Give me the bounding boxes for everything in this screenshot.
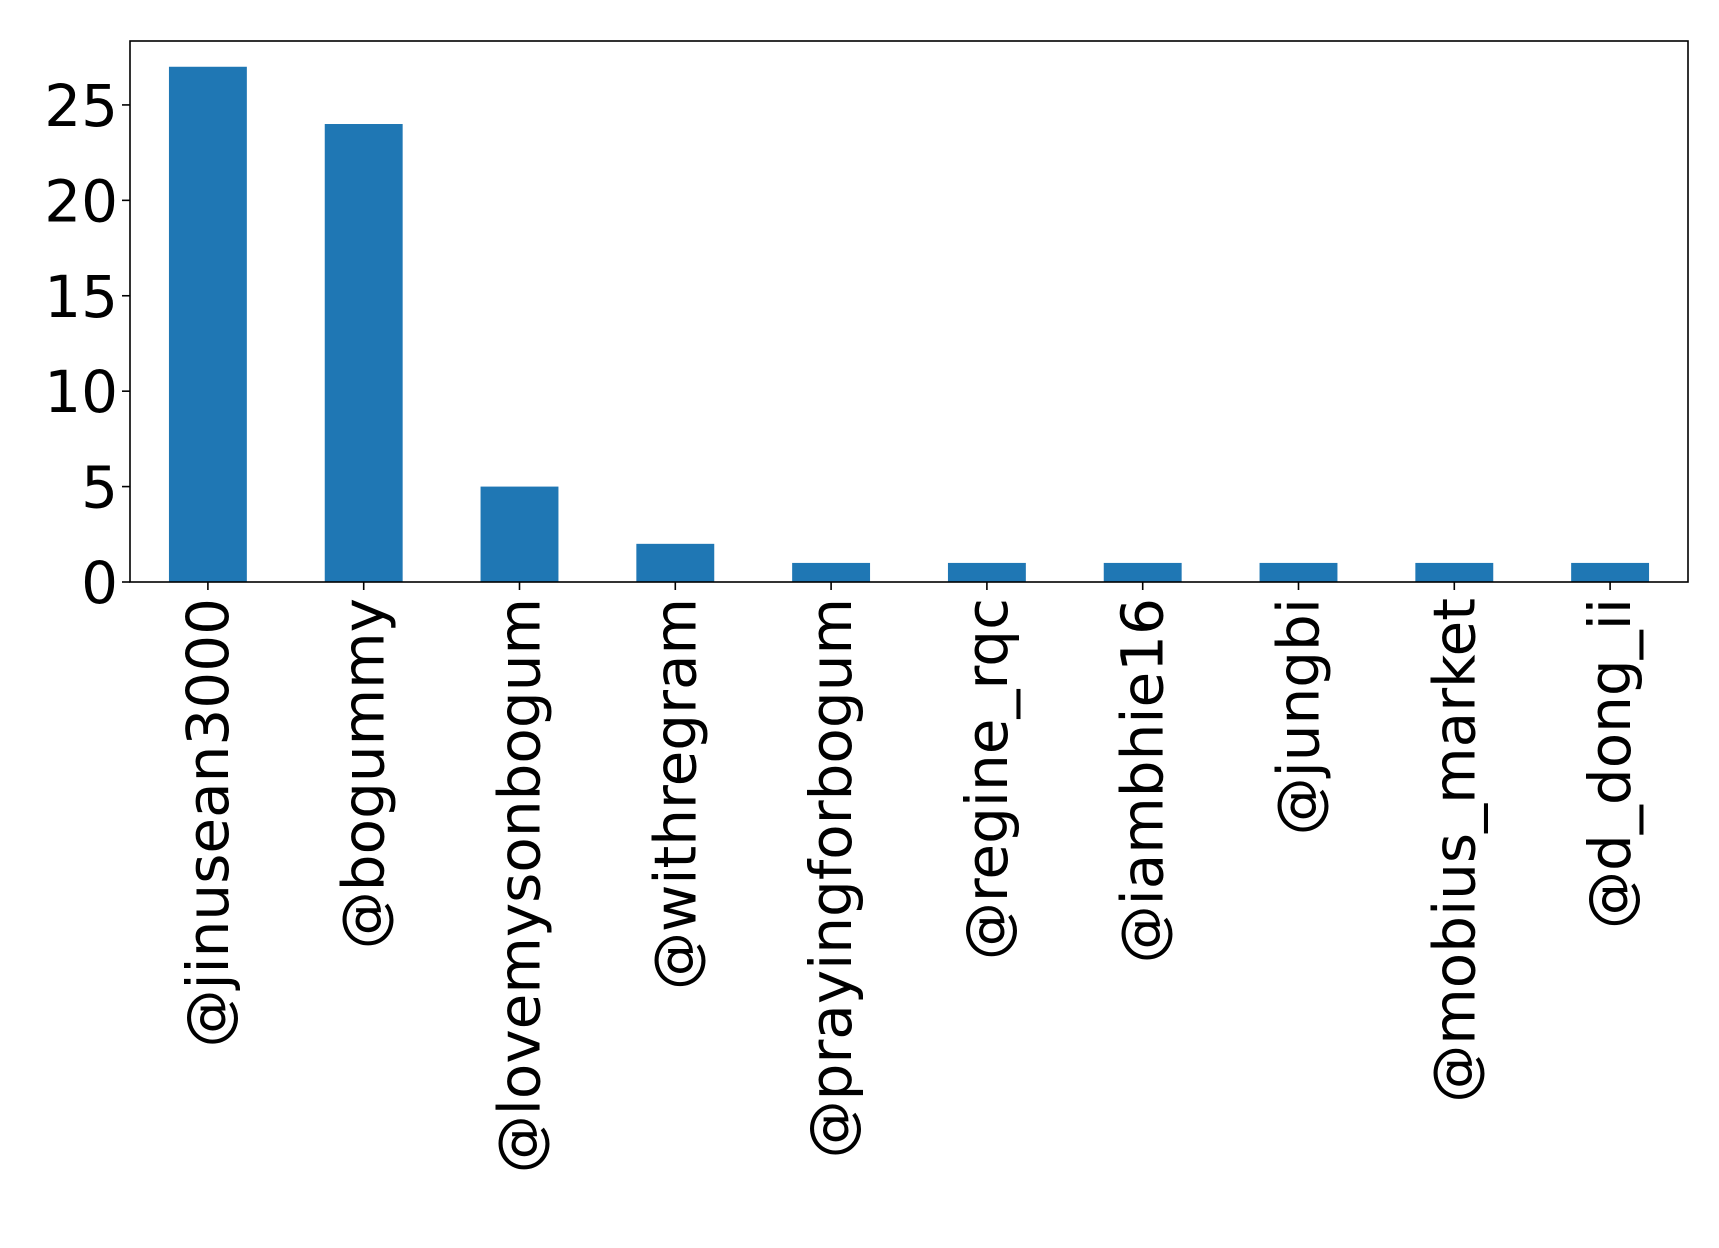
x-tick-label: @withregram [641, 598, 709, 990]
y-tick-label: 5 [81, 454, 118, 522]
x-tick-label: @jinusean3000 [174, 598, 242, 1048]
bar-jungbi [1259, 562, 1338, 582]
bar-mobius-market [1415, 562, 1494, 582]
x-tick-label: @lovemysonbogum [486, 598, 554, 1173]
bar-lovemysonbogum [480, 486, 559, 582]
y-tick-label: 10 [44, 358, 118, 426]
x-tick-label: @d_dong_ii [1576, 598, 1644, 929]
plot-frame [129, 40, 1689, 583]
bar-withregram [636, 543, 715, 582]
bar-d-dong-ii [1571, 562, 1650, 582]
x-tick-label: @prayingforbogum [797, 598, 865, 1158]
bars-group [168, 66, 1650, 582]
y-tick-label: 0 [81, 549, 118, 617]
bar-regine-rqc [947, 562, 1026, 582]
y-tick-label: 15 [44, 263, 118, 331]
x-axis: @jinusean3000 @bogummy @lovemysonbogum @wit… [174, 582, 1644, 1173]
bar-iambhie16 [1103, 562, 1182, 582]
x-tick-label: @regine_rqc [953, 598, 1021, 960]
bar-jinusean3000 [168, 66, 247, 582]
y-tick-label: 20 [44, 167, 118, 235]
bar-bogummy [324, 124, 403, 582]
y-tick-label: 25 [44, 72, 118, 140]
x-tick-label: @bogummy [330, 598, 398, 949]
x-tick-label: @mobius_market [1420, 598, 1488, 1103]
y-axis: 0 5 10 15 20 25 [44, 72, 130, 617]
x-tick-label: @iambhie16 [1109, 598, 1177, 963]
x-tick-label: @jungbi [1265, 598, 1333, 835]
bar-prayingforbogum [792, 562, 871, 582]
